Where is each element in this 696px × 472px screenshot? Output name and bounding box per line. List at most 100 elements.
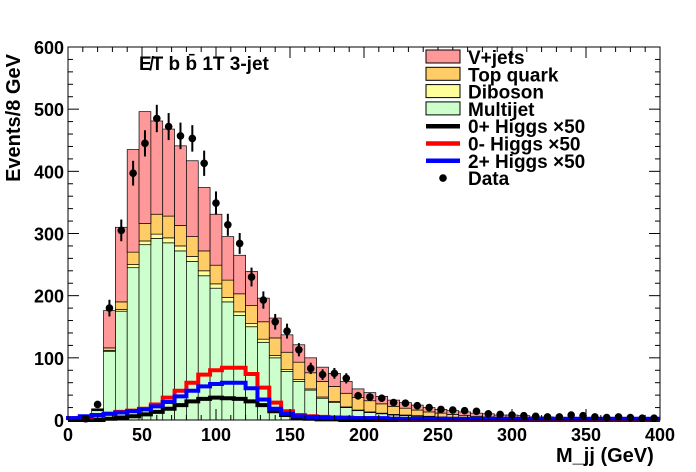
data-point-14 <box>247 273 256 281</box>
bar-top-quark-29 <box>411 409 424 416</box>
data-point-12 <box>224 220 232 229</box>
bar-top-quark-20 <box>304 372 317 390</box>
y-axis-label: Events/8 GeV <box>3 53 25 182</box>
bar-diboson-6 <box>138 240 152 246</box>
x-tick-label-100: 100 <box>201 425 231 445</box>
bar-diboson-8 <box>162 237 175 244</box>
bar-diboson-12 <box>209 283 223 289</box>
bar-multijet-7 <box>150 238 164 421</box>
bar-top-quark-31 <box>434 412 448 418</box>
data-point-32 <box>460 406 469 415</box>
y-tick-label-300: 300 <box>34 225 64 245</box>
bar-multijet-13 <box>221 301 235 421</box>
bar-v-jets-9 <box>174 145 187 226</box>
bar-top-quark-14 <box>233 293 246 313</box>
y-tick-label-500: 500 <box>34 100 64 120</box>
x-tick-label-0: 0 <box>63 425 73 445</box>
bar-top-quark-13 <box>221 279 235 298</box>
legend-swatch-top-quark <box>425 66 461 81</box>
legend-label-data: Data <box>468 169 510 190</box>
data-point-29 <box>425 403 433 412</box>
legend-label-diboson: Diboson <box>468 83 544 104</box>
x-tick-label-250: 250 <box>423 425 453 445</box>
data-point-6 <box>153 114 161 123</box>
data-point-17 <box>283 327 291 335</box>
bar-top-quark-25 <box>363 400 377 413</box>
data-point-33 <box>472 407 481 416</box>
y-tick-label-100: 100 <box>34 349 64 369</box>
bar-diboson-16 <box>257 338 270 343</box>
data-point-48 <box>650 414 658 422</box>
data-point-37 <box>520 411 528 420</box>
bar-multijet-3 <box>103 351 116 421</box>
legend-swatch-v-jets <box>425 49 461 64</box>
x-tick-label-150: 150 <box>275 425 305 445</box>
signal-line-2plus <box>66 380 660 421</box>
data-point-43 <box>591 413 599 421</box>
legend-label-top-quark: Top quark <box>468 65 559 86</box>
bar-diboson-10 <box>186 256 199 262</box>
bar-top-quark-28 <box>399 407 412 416</box>
x-tick-label-200: 200 <box>349 425 379 445</box>
y-tick-label-200: 200 <box>34 287 64 307</box>
data-point-1 <box>93 400 102 409</box>
bar-top-quark-4 <box>115 301 128 310</box>
bar-top-quark-9 <box>174 225 187 247</box>
data-point-4 <box>129 169 137 177</box>
data-point-34 <box>484 409 493 418</box>
data-point-24 <box>366 393 374 401</box>
data-point-0 <box>81 414 90 423</box>
bar-top-quark-18 <box>280 351 294 370</box>
bar-v-jets-12 <box>209 213 223 266</box>
data-points <box>81 104 658 423</box>
data-point-13 <box>235 239 244 248</box>
data-point-7 <box>164 122 173 131</box>
bar-v-jets-6 <box>138 111 152 224</box>
bar-top-quark-15 <box>245 305 258 324</box>
bar-top-quark-26 <box>375 403 389 414</box>
data-point-30 <box>437 405 445 414</box>
axes: 0 50 100 150 200 250 300 350 400 0 100 200 300 400 500… <box>34 38 675 445</box>
legend-swatch-data <box>439 174 447 182</box>
data-point-35 <box>496 410 504 419</box>
bar-v-jets-14 <box>233 254 246 295</box>
bar-diboson-7 <box>150 233 164 239</box>
bar-top-quark-7 <box>150 213 164 235</box>
legend-label-0-higgs-50: 0- Higgs ×50 <box>468 135 580 156</box>
bar-v-jets-7 <box>150 120 164 215</box>
data-point-16 <box>271 317 280 326</box>
bar-diboson-15 <box>245 323 258 328</box>
bar-top-quark-12 <box>209 264 223 285</box>
bar-v-jets-11 <box>197 187 211 252</box>
bar-multijet-5 <box>126 267 140 421</box>
data-point-23 <box>354 391 362 400</box>
x-tick-label-300: 300 <box>497 425 527 445</box>
bar-multijet-6 <box>138 244 152 421</box>
data-point-44 <box>602 413 611 422</box>
legend-label-v-jets: V+jets <box>468 48 525 69</box>
data-point-27 <box>401 399 410 408</box>
bar-top-quark-23 <box>339 392 353 408</box>
data-point-5 <box>141 139 149 148</box>
bar-top-quark-6 <box>138 223 152 242</box>
data-point-3 <box>117 226 126 235</box>
bar-top-quark-21 <box>316 381 329 398</box>
data-point-38 <box>531 412 540 421</box>
bar-diboson-14 <box>233 311 246 316</box>
data-point-10 <box>200 159 208 168</box>
bar-top-quark-27 <box>387 405 400 415</box>
legend-label-2-higgs-50: 2+ Higgs ×50 <box>468 152 585 173</box>
bar-diboson-9 <box>174 245 187 252</box>
bar-v-jets-10 <box>186 160 199 237</box>
x-tick-label-50: 50 <box>132 425 152 445</box>
data-point-18 <box>295 345 303 354</box>
data-point-20 <box>318 370 327 379</box>
x-axis-label: M_jj (GeV) <box>556 445 654 467</box>
data-point-26 <box>389 398 398 407</box>
y-tick-label-400: 400 <box>34 162 64 182</box>
data-point-8 <box>176 132 185 140</box>
bar-top-quark-5 <box>126 251 140 265</box>
bar-v-jets-2 <box>91 408 104 410</box>
